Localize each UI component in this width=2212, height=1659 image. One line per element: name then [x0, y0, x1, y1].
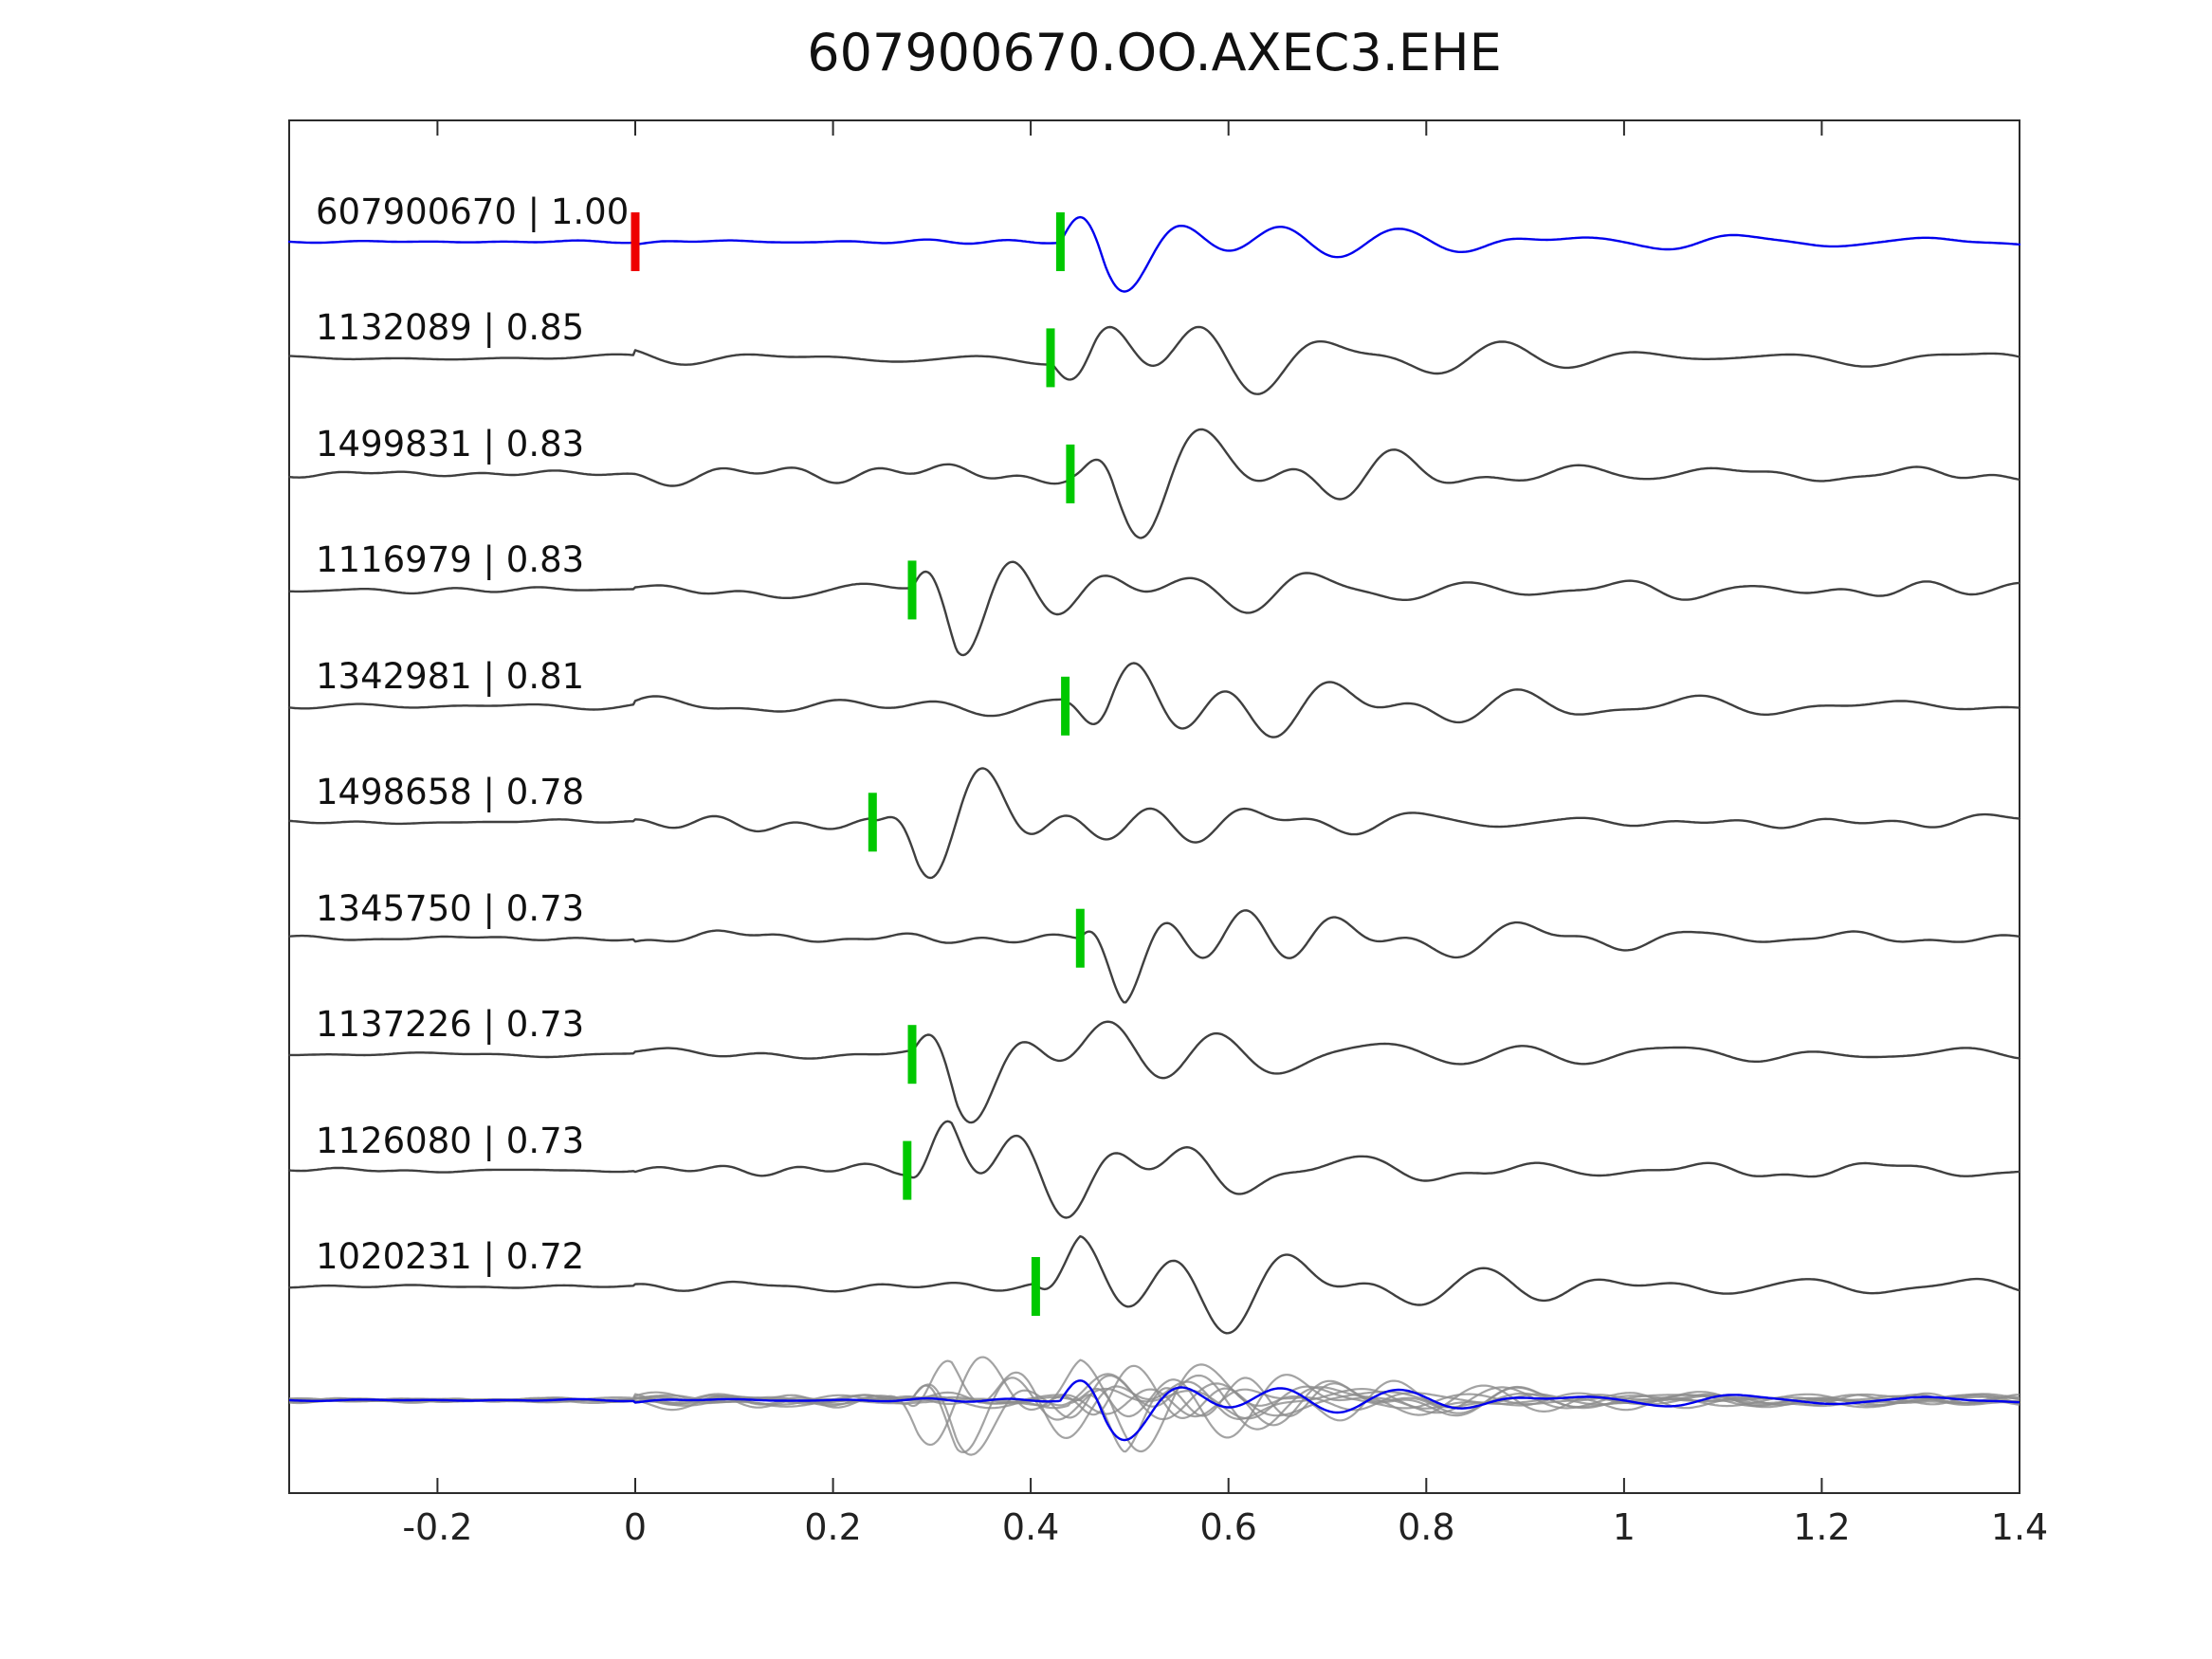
waveform-trace-1116979 — [287, 560, 2021, 657]
pick-marker-1345750 — [1075, 908, 1085, 968]
pick-marker-1137226 — [907, 1025, 917, 1085]
pick-marker-607900670 — [1055, 212, 1065, 271]
reference-marker — [631, 212, 640, 271]
waveform-trace-1137226 — [287, 1020, 2021, 1124]
waveform-trace-607900670 — [287, 215, 2021, 293]
pick-marker-1342981 — [1061, 676, 1070, 736]
pick-marker-1020231 — [1031, 1257, 1040, 1316]
pick-marker-1498658 — [868, 793, 877, 852]
waveform-trace-1342981 — [287, 662, 2021, 738]
overlay-template-607900670 — [288, 1379, 2020, 1442]
pick-marker-1499831 — [1066, 444, 1075, 503]
waveform-trace-1020231 — [287, 1234, 2021, 1335]
chart-title: 607900670.OO.AXEC3.EHE — [807, 23, 1502, 82]
waveform-trace-1126080 — [287, 1120, 2021, 1219]
waveform-trace-1499831 — [287, 428, 2021, 539]
waveform-trace-1498658 — [287, 767, 2021, 880]
waveform-trace-1345750 — [287, 909, 2021, 1004]
pick-marker-1116979 — [907, 560, 917, 620]
waveform-trace-1132089 — [287, 325, 2021, 395]
pick-marker-1126080 — [903, 1140, 912, 1200]
plot-border — [288, 119, 2020, 1494]
pick-marker-1132089 — [1046, 328, 1055, 388]
